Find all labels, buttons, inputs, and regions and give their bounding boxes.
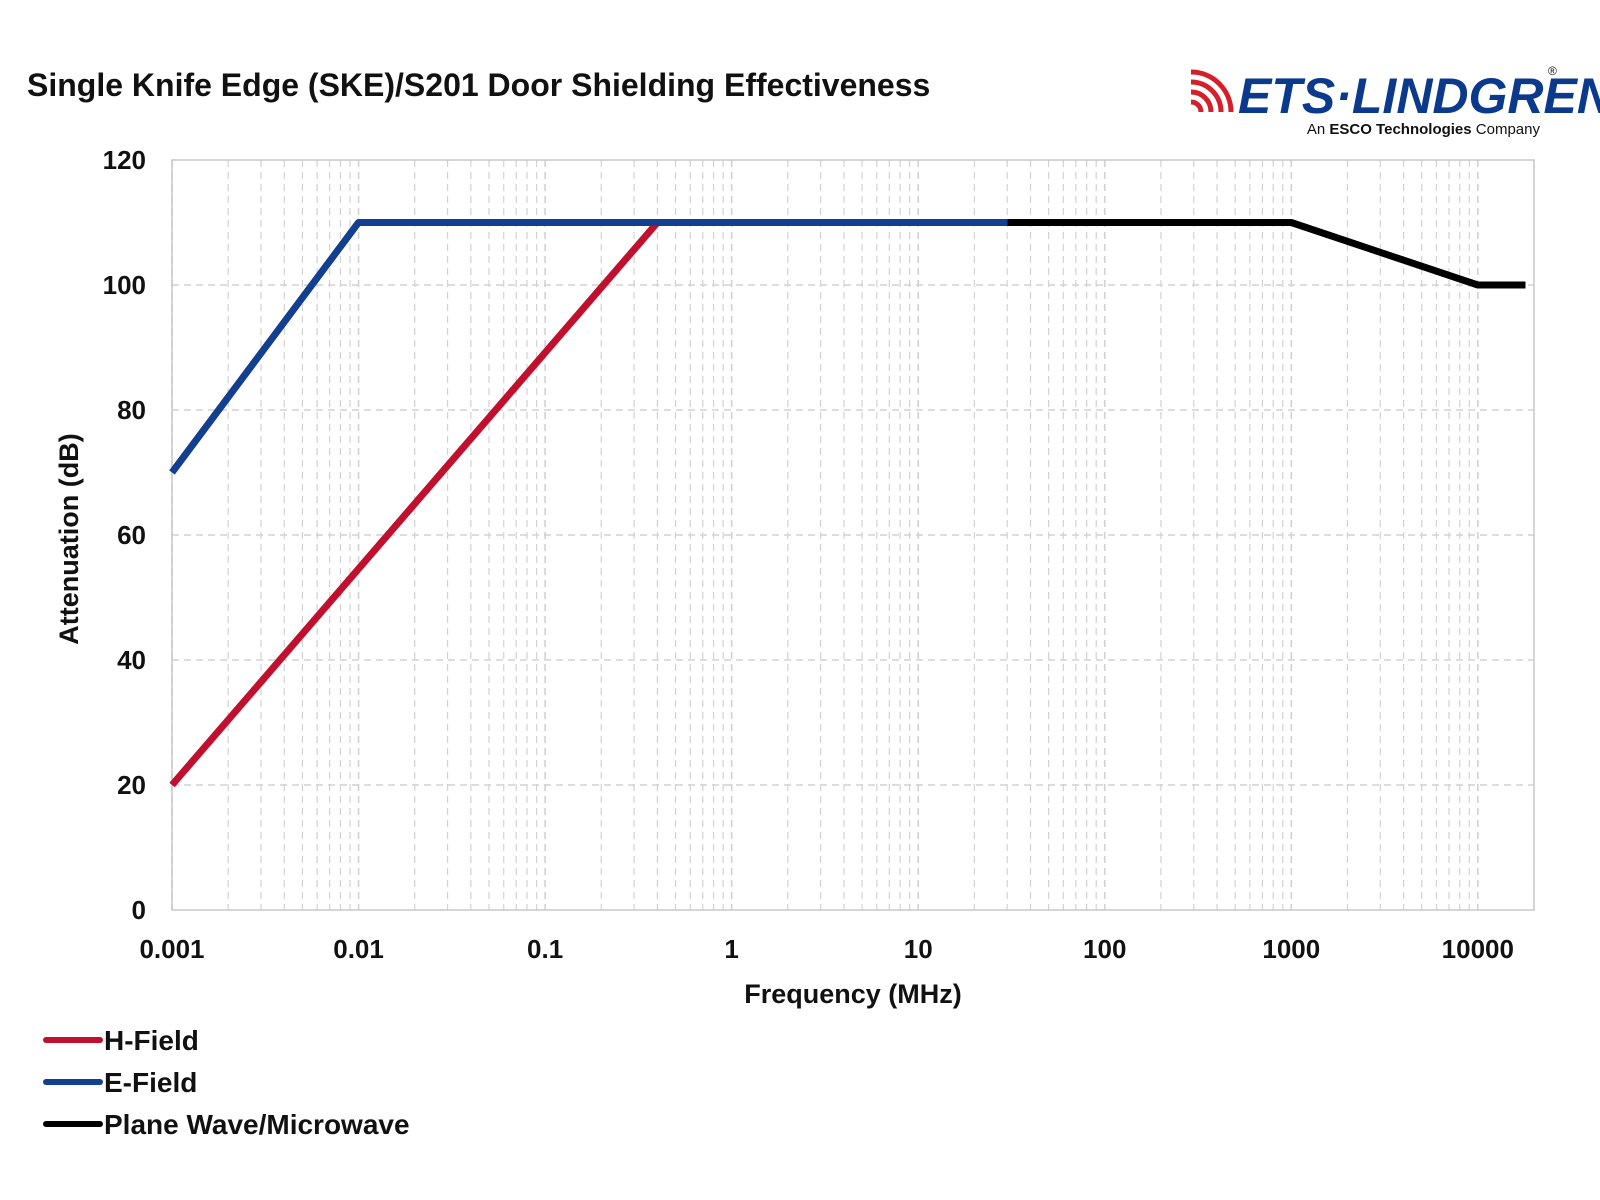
x-axis-tick-labels: 0.001 0.01 0.1 1 10 100 1000 10000 bbox=[139, 934, 1514, 964]
series-line-plane-wave-microwave bbox=[1007, 219, 1526, 289]
y-tick-label: 100 bbox=[103, 270, 146, 300]
legend-item: E-Field bbox=[43, 1067, 197, 1098]
x-tick-label: 100 bbox=[1083, 934, 1126, 964]
logo-tagline: An ESCO Technologies Company bbox=[1307, 121, 1541, 138]
legend-label: Plane Wave/Microwave bbox=[104, 1109, 410, 1140]
logo-wave-arc bbox=[1190, 69, 1234, 113]
logo-wordmark: ETS·LINDGREN bbox=[1238, 68, 1600, 124]
company-logo: ETS·LINDGREN ® An ESCO Technologies Comp… bbox=[1190, 64, 1600, 138]
legend-label: E-Field bbox=[104, 1067, 197, 1098]
grid-lines bbox=[171, 160, 1535, 910]
x-tick-label: 10 bbox=[904, 934, 933, 964]
legend-label: H-Field bbox=[104, 1025, 199, 1056]
logo-waves-icon bbox=[1190, 69, 1234, 113]
chart-title: Single Knife Edge (SKE)/S201 Door Shield… bbox=[27, 67, 930, 103]
logo-wave-arc bbox=[1190, 79, 1224, 113]
legend-item: H-Field bbox=[43, 1025, 199, 1056]
y-tick-label: 20 bbox=[117, 770, 146, 800]
x-tick-label: 0.001 bbox=[139, 934, 204, 964]
legend-item: Plane Wave/Microwave bbox=[43, 1109, 410, 1140]
logo-registered-mark: ® bbox=[1548, 64, 1557, 78]
plot-area-frame bbox=[171, 159, 1535, 911]
x-tick-label: 0.1 bbox=[527, 934, 563, 964]
legend: H-Field E-Field Plane Wave/Microwave bbox=[43, 1025, 410, 1140]
x-axis-title: Frequency (MHz) bbox=[744, 979, 962, 1009]
data-series bbox=[169, 219, 1526, 788]
y-tick-label: 0 bbox=[132, 895, 146, 925]
y-axis-title: Attenuation (dB) bbox=[54, 433, 84, 644]
y-tick-label: 60 bbox=[117, 520, 146, 550]
y-tick-label: 120 bbox=[103, 145, 146, 175]
y-axis-tick-labels: 0 20 40 60 80 100 120 bbox=[103, 145, 146, 925]
x-tick-label: 1000 bbox=[1262, 934, 1320, 964]
x-tick-label: 0.01 bbox=[333, 934, 384, 964]
logo-wave-arc bbox=[1190, 89, 1214, 113]
x-tick-label: 10000 bbox=[1442, 934, 1514, 964]
logo-wave-arc bbox=[1190, 99, 1204, 113]
y-tick-label: 40 bbox=[117, 645, 146, 675]
x-tick-label: 1 bbox=[724, 934, 738, 964]
y-tick-label: 80 bbox=[117, 395, 146, 425]
series-line-h-field bbox=[169, 220, 661, 788]
series-line-e-field bbox=[169, 219, 1008, 475]
